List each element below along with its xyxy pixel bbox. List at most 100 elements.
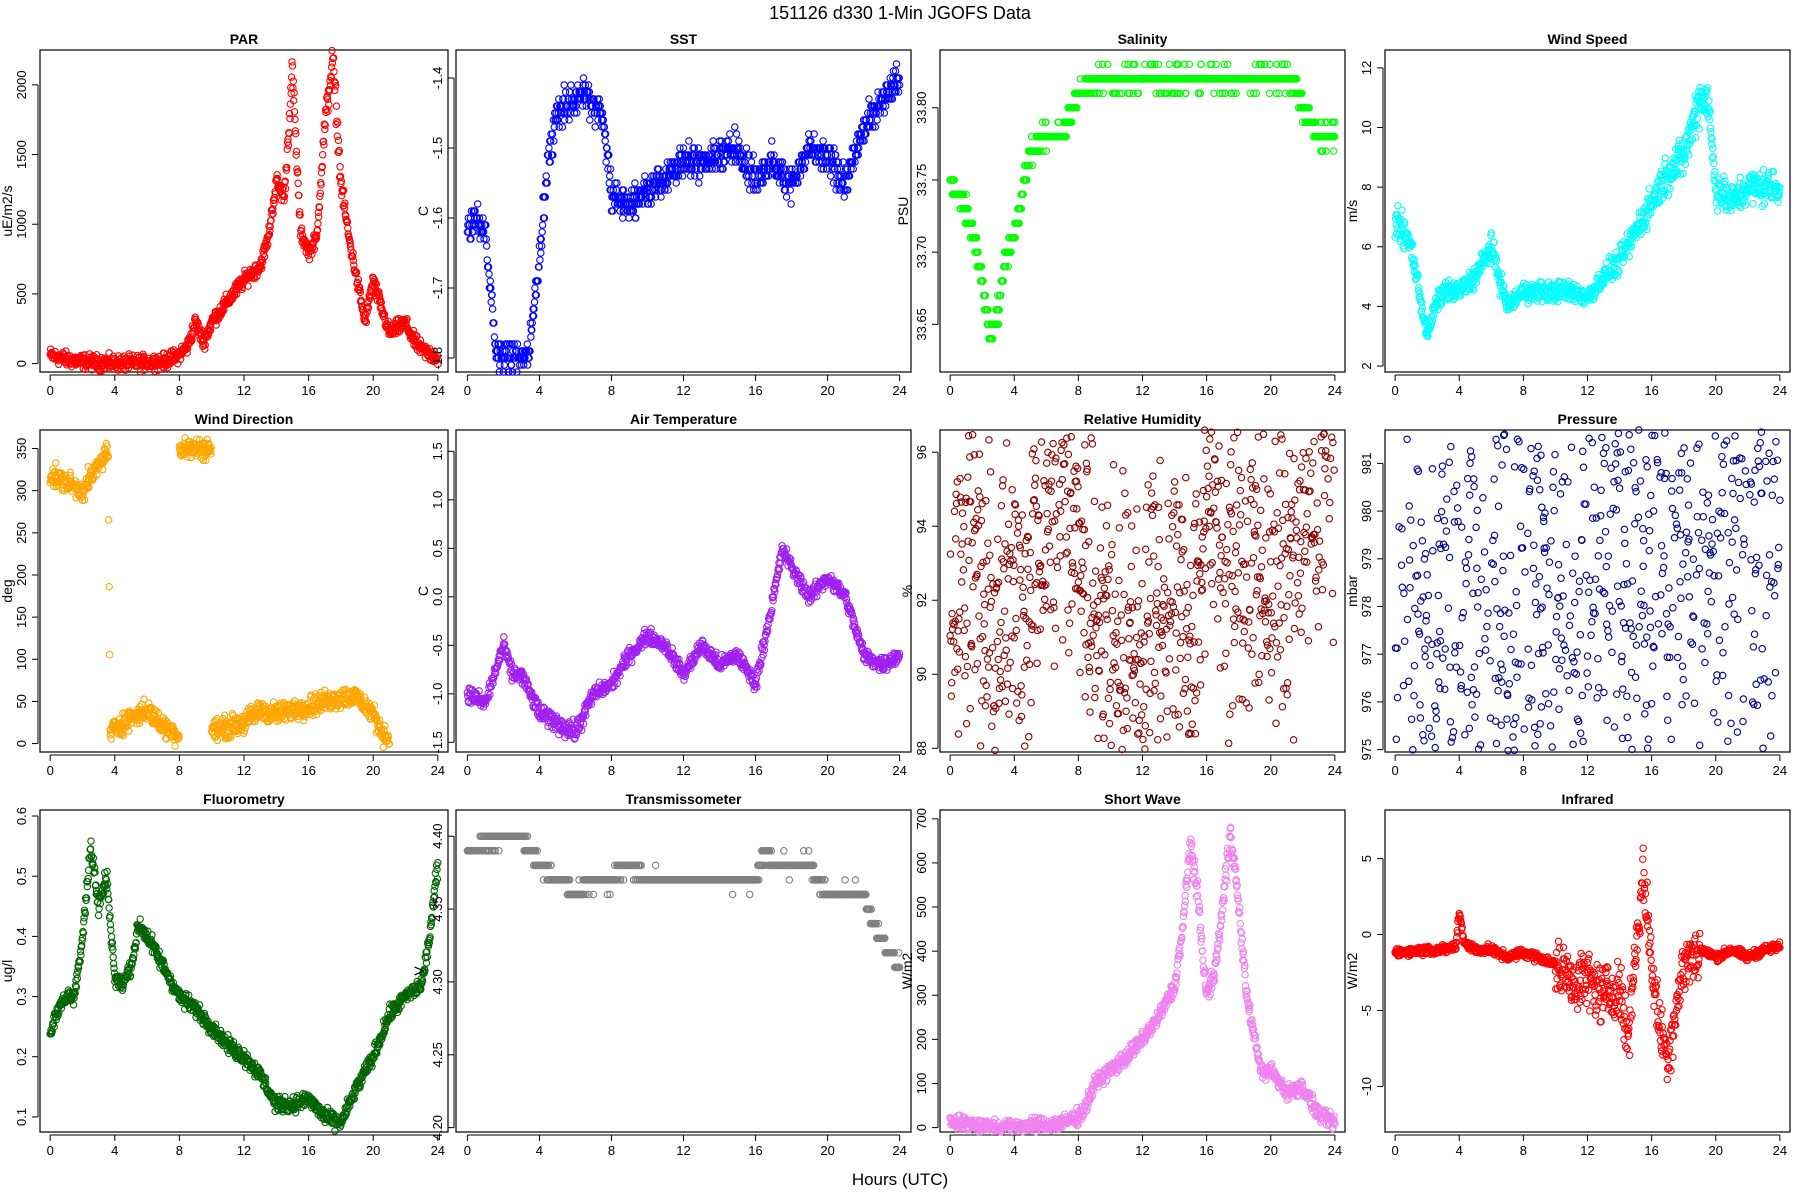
- data-point: [740, 151, 748, 159]
- plot-frame: [39, 429, 449, 753]
- data-point: [847, 165, 855, 173]
- y-tick-label: 33.80: [914, 91, 929, 124]
- data-point: [629, 207, 638, 215]
- data-point: [535, 263, 543, 271]
- y-tick-label: 8: [1359, 184, 1374, 191]
- x-tick-label: 8: [176, 383, 183, 398]
- data-point: [464, 228, 473, 236]
- data-point: [770, 151, 778, 159]
- data-point: [635, 200, 644, 208]
- data-point: [726, 130, 734, 138]
- data-point: [499, 368, 508, 376]
- data-point: [580, 88, 589, 96]
- data-point: [605, 151, 613, 159]
- data-point: [629, 193, 637, 201]
- data-point: [291, 129, 300, 138]
- y-tick-label: 150: [14, 606, 29, 628]
- data-point: [283, 163, 291, 172]
- data-point: [747, 158, 756, 166]
- data-point: [332, 120, 340, 129]
- data-point: [289, 96, 298, 105]
- y-tick-label: 10: [1359, 120, 1374, 134]
- x-tick-label: 0: [1392, 383, 1399, 398]
- data-point: [1736, 173, 1744, 182]
- data-point: [1645, 184, 1653, 193]
- data-point: [565, 116, 573, 124]
- data-point: [350, 261, 358, 269]
- data-point: [720, 158, 729, 166]
- data-point: [591, 123, 599, 131]
- data-point: [600, 123, 609, 131]
- data-point: [238, 283, 247, 292]
- x-tick-label: 16: [748, 383, 762, 398]
- data-point: [649, 186, 657, 194]
- data-point: [618, 214, 627, 222]
- y-tick-label: -1.6: [430, 207, 445, 229]
- data-point: [785, 172, 793, 180]
- data-point: [297, 224, 306, 232]
- data-point: [578, 88, 586, 96]
- data-point: [596, 102, 604, 110]
- data-point: [323, 95, 332, 103]
- data-point: [356, 288, 365, 297]
- data-point: [483, 256, 491, 264]
- data-point: [804, 130, 813, 138]
- data-point: [833, 165, 842, 173]
- data-point: [605, 172, 614, 180]
- data-point: [1154, 60, 1163, 69]
- data-point: [601, 130, 610, 138]
- data-point: [831, 151, 840, 159]
- data-point: [375, 288, 383, 296]
- data-point: [293, 167, 302, 176]
- data-point: [617, 193, 626, 201]
- data-point: [478, 221, 486, 229]
- data-point: [506, 354, 515, 362]
- data-point: [603, 144, 611, 152]
- data-point: [284, 141, 293, 150]
- data-point: [330, 67, 338, 76]
- data-point: [690, 144, 699, 152]
- data-point: [253, 272, 261, 281]
- data-point: [819, 165, 828, 173]
- data-point: [791, 165, 799, 173]
- data-point: [484, 263, 493, 271]
- data-point: [268, 205, 277, 213]
- x-tick-label: 12: [237, 383, 251, 398]
- x-tick-label: 0: [464, 383, 471, 398]
- data-point: [496, 340, 505, 348]
- x-tick-label: 16: [1644, 383, 1658, 398]
- data-point: [281, 184, 290, 193]
- data-point: [843, 165, 852, 173]
- data-point: [823, 151, 832, 159]
- x-tick-label: 20: [1264, 383, 1278, 398]
- data-point: [731, 123, 739, 131]
- data-point: [1197, 60, 1205, 69]
- data-point: [508, 340, 516, 348]
- x-tick-label: 0: [947, 383, 954, 398]
- data-point: [641, 186, 649, 194]
- data-point: [577, 95, 585, 103]
- data-point: [601, 137, 609, 145]
- data-point: [364, 304, 373, 312]
- data-point: [220, 306, 228, 315]
- data-point: [742, 144, 751, 152]
- y-tick-label: 250: [14, 522, 29, 544]
- data-point: [287, 73, 296, 81]
- data-point: [488, 305, 497, 313]
- y-tick-label: 6: [1359, 243, 1374, 250]
- x-tick-label: 0: [47, 763, 54, 778]
- data-point: [328, 59, 337, 67]
- data-point: [136, 367, 144, 376]
- data-point: [107, 735, 115, 743]
- plot-frame: [455, 49, 912, 373]
- y-tick-label: 2: [1359, 362, 1374, 369]
- data-point: [538, 221, 547, 229]
- data-point: [510, 340, 518, 348]
- data-point: [320, 120, 329, 128]
- data-point: [314, 213, 323, 221]
- data-point: [781, 186, 790, 194]
- data-point: [691, 172, 699, 180]
- data-point: [336, 163, 344, 171]
- data-point: [544, 151, 553, 159]
